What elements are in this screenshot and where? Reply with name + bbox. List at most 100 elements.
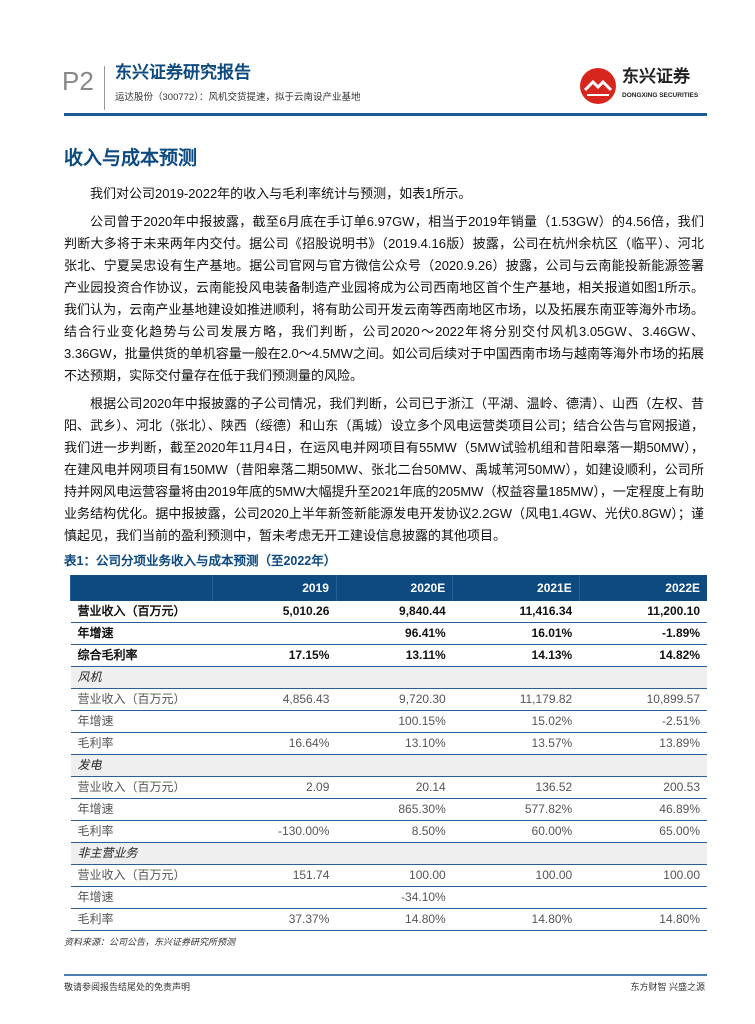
logo-text: 东兴证券 (622, 67, 690, 86)
table-cell: 11,179.82 (452, 688, 580, 711)
table-cell: 136.52 (452, 776, 580, 799)
table-cell: 14.80% (579, 908, 707, 931)
table-cell: 8.50% (336, 820, 453, 843)
paragraph: 公司曾于2020年中报披露，截至6月底在手订单6.97GW，相当于2019年销量… (64, 214, 704, 383)
table-source: 资料来源：公司公告，东兴证券研究所预测 (64, 937, 236, 947)
logo-english: DONGXING SECURITIES (622, 92, 699, 99)
table-cell: 37.37% (212, 908, 337, 931)
paragraph: 根据公司2020年中报披露的子公司情况，我们判断，公司已于浙江（平湖、温岭、德清… (64, 396, 704, 543)
table-cell: 60.00% (452, 820, 580, 843)
table-row: 年增速 96.41% 16.01% -1.89% (70, 622, 707, 645)
table-row: 年增速 -34.10% (70, 886, 707, 909)
row-label: 营业收入（百万元） (70, 601, 213, 623)
table-cell: 96.41% (336, 622, 453, 645)
table-cell: 14.13% (452, 644, 580, 667)
table-cell: 151.74 (212, 864, 337, 887)
table-cell (212, 842, 337, 865)
table-cell (579, 754, 707, 777)
table-cell (452, 842, 580, 865)
table-cell: 13.57% (452, 732, 580, 755)
table-cell: 2.09 (212, 776, 337, 799)
table-cell: 13.11% (336, 644, 453, 667)
table-cell: 11,200.10 (579, 601, 707, 623)
brand-title: 东兴证券研究报告 (115, 63, 251, 82)
section-title: 收入与成本预测 (64, 148, 198, 169)
table-row: 发电 (70, 754, 707, 777)
disclaimer-note: 敬请参阅报告结尾处的免责声明 (64, 982, 191, 992)
table-cell: 65.00% (579, 820, 707, 843)
footer-rule (64, 974, 707, 976)
table-cell: 17.15% (212, 644, 337, 667)
table-cell: 14.80% (452, 908, 580, 931)
table-cell: -2.51% (579, 710, 707, 733)
table-cell (452, 666, 580, 689)
table-cell: 14.80% (336, 908, 453, 931)
table-row: 营业收入（百万元） 151.74 100.00 100.00 100.00 (70, 864, 707, 887)
table-cell: 14.82% (579, 644, 707, 667)
table-cell: 577.82% (452, 798, 580, 821)
forecast-table: 2019 2020E 2021E 2022E 营业收入（百万元） 5,010.26 9,8… (70, 575, 707, 931)
table-cell: 13.10% (336, 732, 453, 755)
row-label: 风机 (70, 666, 213, 689)
table-row: 毛利率 16.64% 13.10% 13.57% 13.89% (70, 732, 707, 755)
table-row: 综合毛利率 17.15% 13.11% 14.13% 14.82% (70, 644, 707, 667)
table-row: 非主营业务 (70, 842, 707, 865)
table-cell: 10,899.57 (579, 688, 707, 711)
table-cell (212, 666, 337, 689)
table-caption: 表1：公司分项业务收入与成本预测（至2022年） (64, 554, 337, 568)
table-cell (452, 754, 580, 777)
row-label: 发电 (70, 754, 213, 777)
paragraph: 我们对公司2019-2022年的收入与毛利率统计与预测，如表1所示。 (90, 186, 472, 201)
table-cell: 865.30% (336, 798, 453, 821)
table-cell (212, 710, 337, 733)
row-label: 营业收入（百万元） (70, 688, 213, 711)
table-cell: 13.89% (579, 732, 707, 755)
table-cell: 15.02% (452, 710, 580, 733)
table-cell: 16.01% (452, 622, 580, 645)
table-cell (212, 754, 337, 777)
table-cell: -1.89% (579, 622, 707, 645)
table-cell (212, 886, 337, 909)
page-number: P2 (62, 66, 94, 96)
table-cell: -34.10% (336, 886, 453, 909)
table-cell (336, 842, 453, 865)
column-header: 2020E (335, 575, 453, 601)
table-cell: 100.15% (336, 710, 453, 733)
dongxing-logo-icon (580, 68, 616, 104)
row-label: 年增速 (70, 622, 213, 645)
table-cell: 200.53 (579, 776, 707, 799)
column-header: 2021E (452, 575, 580, 601)
table-cell (336, 754, 453, 777)
table-row: 营业收入（百万元） 4,856.43 9,720.30 11,179.82 10,899… (70, 688, 707, 711)
table-header-row: 2019 2020E 2021E 2022E (70, 575, 707, 601)
row-label: 年增速 (70, 886, 213, 909)
table-cell (579, 842, 707, 865)
table-row: 营业收入（百万元） 2.09 20.14 136.52 200.53 (70, 776, 707, 799)
table-cell: 100.00 (452, 864, 580, 887)
column-header (70, 575, 213, 601)
table-cell (212, 622, 337, 645)
table-row: 毛利率 -130.00% 8.50% 60.00% 65.00% (70, 820, 707, 843)
header-rule (64, 113, 707, 116)
table-cell: -130.00% (212, 820, 337, 843)
table-cell (212, 798, 337, 821)
row-label: 非主营业务 (70, 842, 213, 865)
table-cell: 5,010.26 (212, 601, 337, 623)
table-row: 年增速 100.15% 15.02% -2.51% (70, 710, 707, 733)
report-subtitle: 运达股份（300772）：风机交货提速，拟于云南设产业基地 (115, 92, 361, 103)
table-cell: 9,840.44 (336, 601, 453, 623)
table-cell: 4,856.43 (212, 688, 337, 711)
footer-slogan: 东方财智 兴盛之源 (630, 982, 705, 992)
row-label: 毛利率 (70, 732, 213, 755)
table-cell: 11,416.34 (452, 601, 580, 623)
table-cell: 100.00 (336, 864, 453, 887)
row-label: 营业收入（百万元） (70, 864, 213, 887)
table-cell: 100.00 (579, 864, 707, 887)
table-cell: 46.89% (579, 798, 707, 821)
table-cell (579, 666, 707, 689)
table-cell (579, 886, 707, 909)
report-content: 收入与成本预测 我们对公司2019-2022年的收入与毛利率统计与预测，如表1所… (0, 117, 755, 948)
row-label: 年增速 (70, 710, 213, 733)
table-row: 年增速 865.30% 577.82% 46.89% (70, 798, 707, 821)
